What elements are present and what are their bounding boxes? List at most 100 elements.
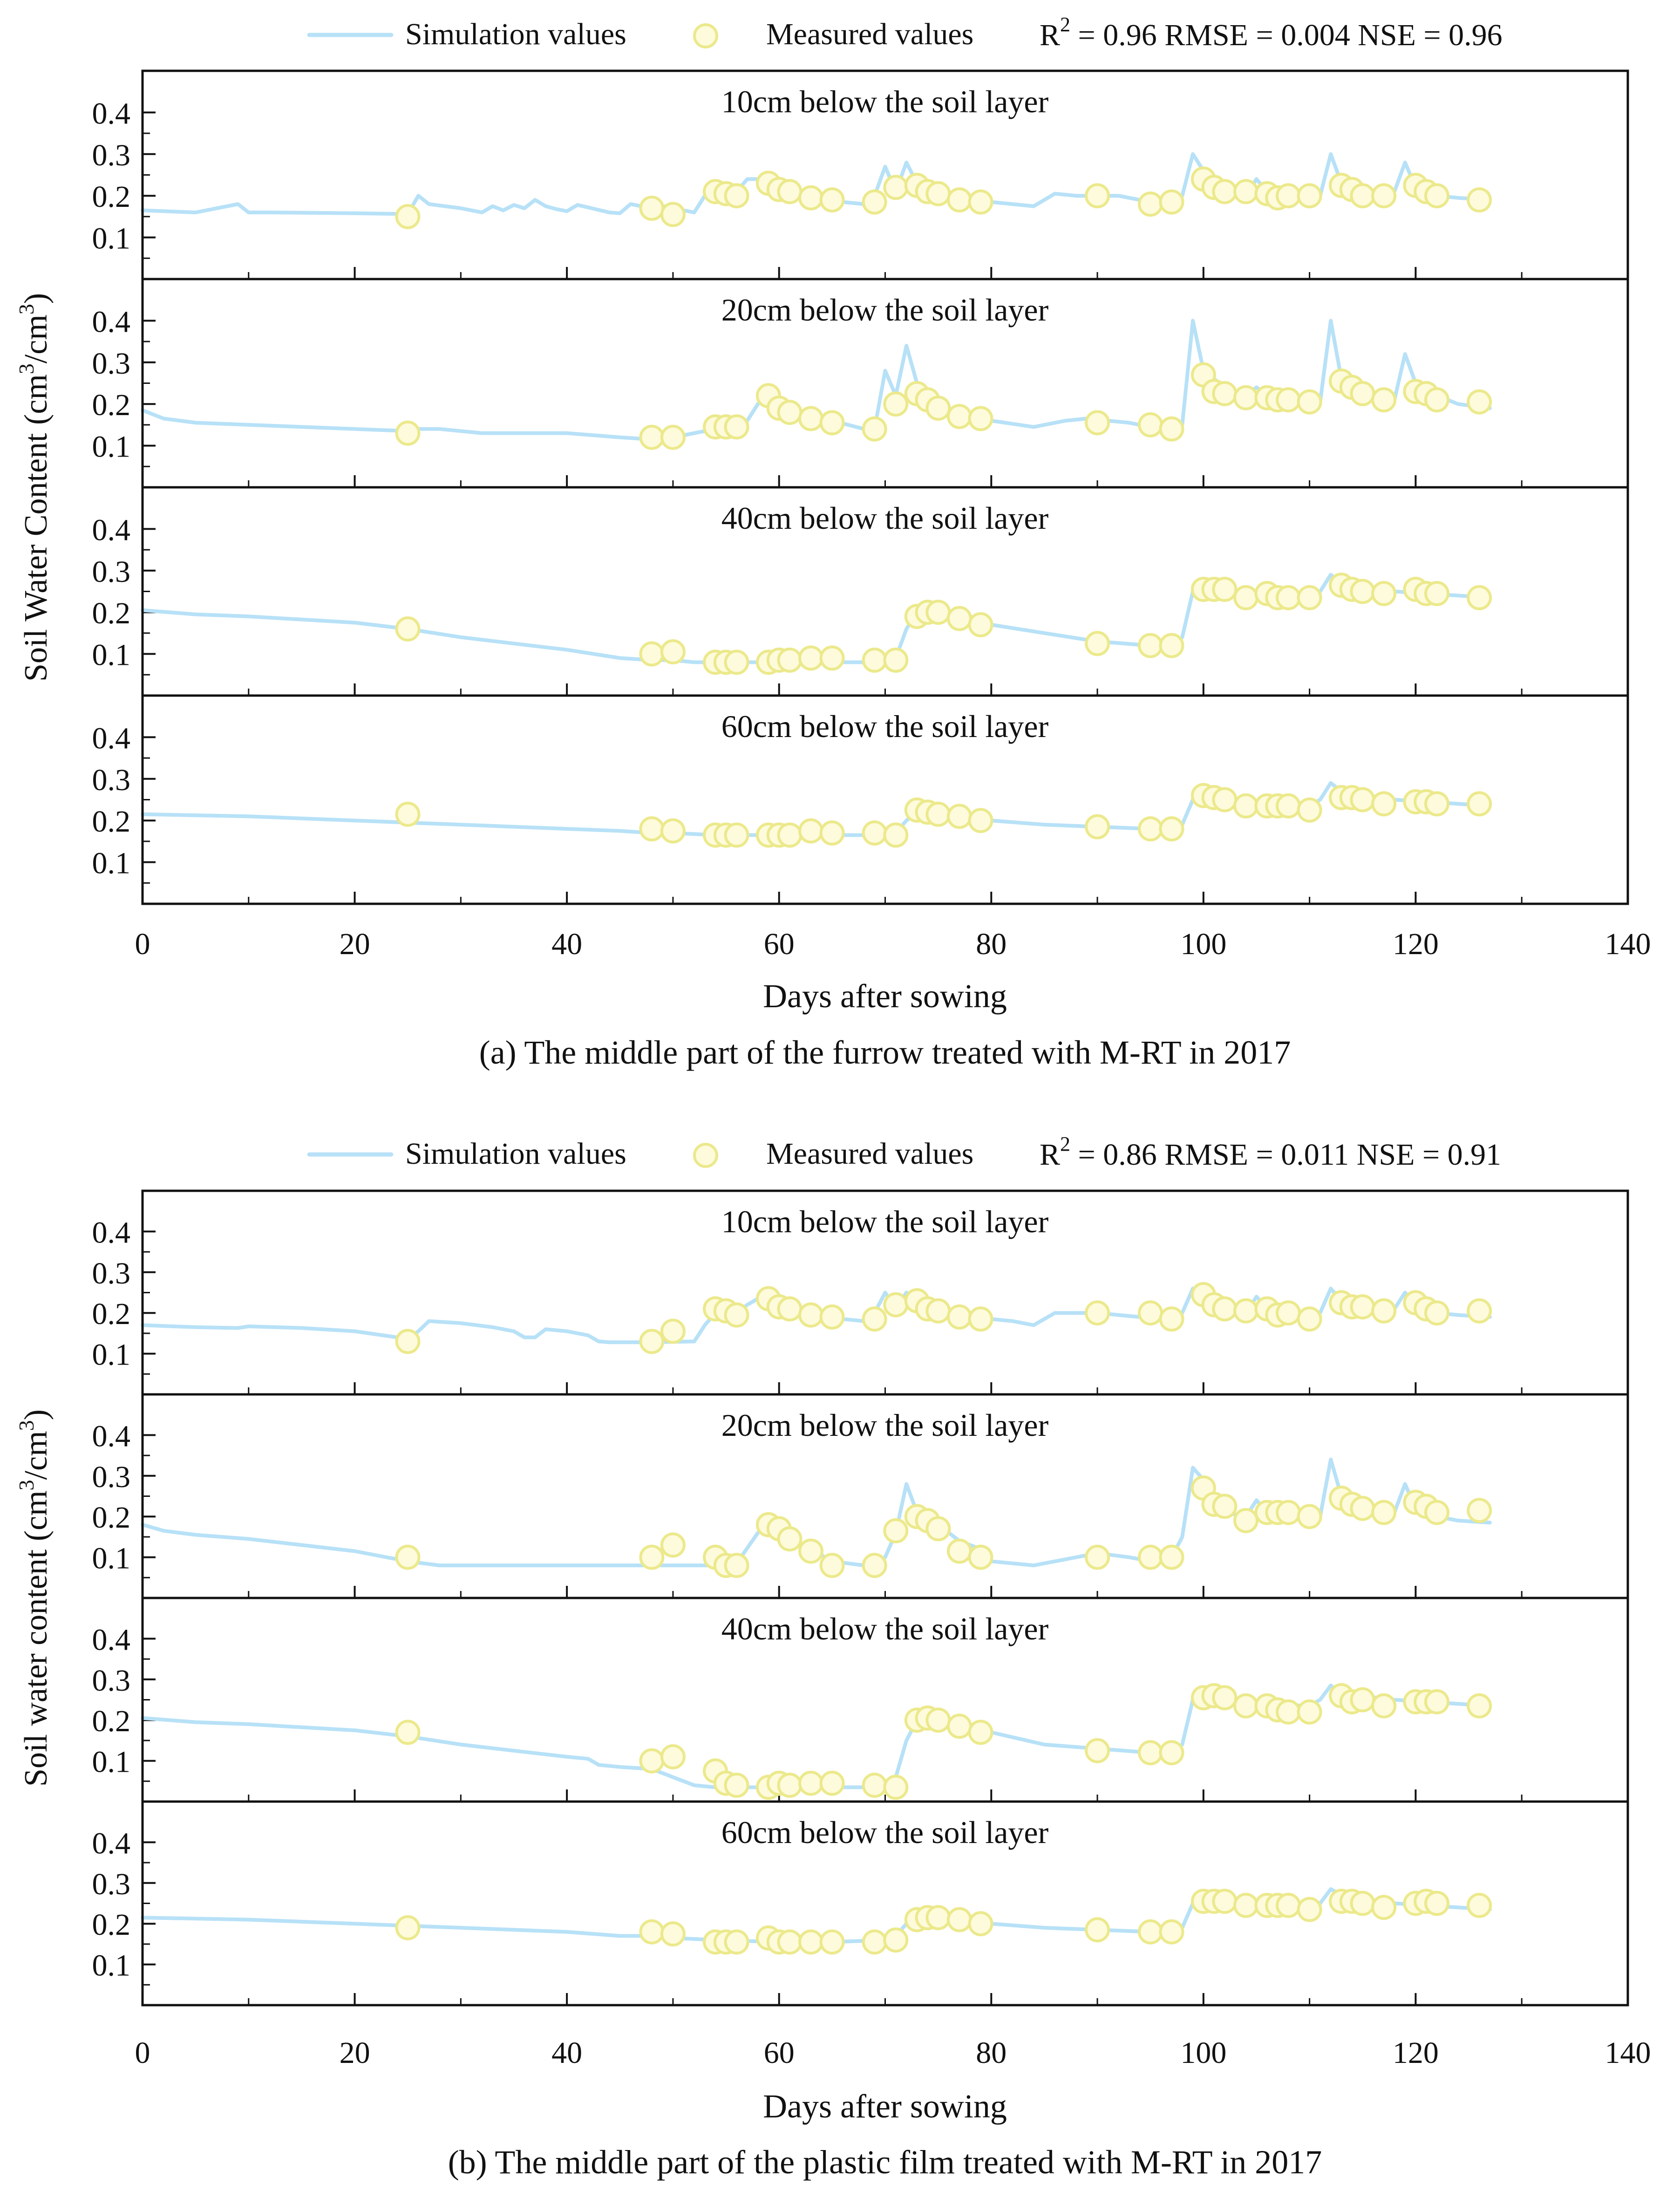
measured-point	[1297, 1504, 1322, 1529]
measured-point	[777, 1929, 802, 1955]
y-tick-label: 0.4	[92, 1215, 131, 1249]
measured-point	[639, 1748, 665, 1774]
measured-point	[819, 1304, 845, 1330]
y-tick-label: 0.3	[92, 1460, 131, 1494]
measured-point	[1350, 183, 1375, 209]
measured-point	[925, 801, 951, 827]
measured-point	[1350, 1687, 1375, 1713]
y-axis-label-mid: /cm	[18, 314, 54, 363]
measured-point	[1233, 179, 1258, 205]
chart-a: Simulation values Measured values R2 = 0.9…	[14, 13, 1651, 1071]
y-tick-label: 0.4	[92, 1623, 131, 1657]
measured-point	[1212, 1685, 1238, 1711]
panel-2: 0.1 0.2 0.3 0.4 20cm below the soil layer	[92, 1393, 1629, 1599]
y-tick-label: 0.3	[92, 1664, 131, 1698]
measured-point	[798, 1538, 823, 1564]
panel-title: 20cm below the soil layer	[721, 292, 1049, 328]
measured-point	[1233, 793, 1258, 819]
y-tick-label: 0.3	[92, 763, 131, 797]
measured-point	[1085, 183, 1110, 209]
chart-b: Simulation values Measured values R2 = 0.8…	[14, 1133, 1651, 2181]
measured-point	[660, 202, 686, 227]
measured-point	[1212, 1296, 1238, 1322]
measured-point	[819, 820, 845, 846]
y-tick-label: 0.3	[92, 1256, 131, 1290]
measured-point	[639, 1329, 665, 1354]
measured-point	[862, 189, 887, 215]
measured-point	[1371, 1895, 1397, 1920]
y-tick-label: 0.2	[92, 805, 131, 839]
measured-point	[968, 1720, 993, 1745]
y-axis-label-sup: 3	[14, 1480, 38, 1490]
measured-point	[1350, 1495, 1375, 1521]
measured-point	[1424, 1500, 1449, 1525]
measured-point	[777, 1773, 802, 1798]
measured-point	[1138, 1740, 1163, 1766]
y-tick-label: 0.1	[92, 638, 131, 672]
y-tick-label: 0.1	[92, 430, 131, 464]
measured-point	[1085, 631, 1110, 656]
legend-measured-marker	[693, 23, 718, 48]
x-tick-label: 120	[1393, 927, 1439, 961]
y-tick-label: 0.3	[92, 1867, 131, 1901]
y-tick-label: 0.3	[92, 555, 131, 589]
measured-point	[862, 1306, 887, 1332]
y-tick-label: 0.1	[92, 847, 131, 881]
measured-point	[1138, 1919, 1163, 1945]
y-tick-label: 0.1	[92, 222, 131, 256]
panel-title: 20cm below the soil layer	[721, 1407, 1049, 1443]
x-tick-label: 40	[551, 927, 582, 961]
y-tick-label: 0.1	[92, 1949, 131, 1983]
measured-point	[395, 1544, 421, 1570]
measured-point	[660, 1744, 686, 1769]
measured-point	[1276, 1892, 1301, 1918]
panel-3: 0.1 0.2 0.3 0.4 40cm below the soil layer	[92, 486, 1629, 697]
measured-point	[883, 648, 909, 673]
y-axis-label-end: )	[18, 1409, 54, 1420]
measured-point	[639, 816, 665, 842]
measured-point	[883, 1518, 909, 1543]
panel-frame	[141, 1800, 1629, 2007]
y-tick-label: 0.4	[92, 1419, 131, 1453]
measured-point	[968, 1306, 993, 1332]
measured-point	[1276, 387, 1301, 413]
y-axis-label: Soil water content (cm3/cm3)	[14, 1409, 54, 1787]
measured-point	[1159, 189, 1184, 215]
measured-point	[925, 1707, 951, 1733]
measured-point	[1424, 1891, 1449, 1916]
measured-point	[798, 1929, 823, 1955]
measured-point	[819, 645, 845, 671]
measured-point	[1350, 787, 1375, 812]
legend-simulation-label: Simulation values	[405, 1137, 626, 1171]
measured-point	[660, 1921, 686, 1947]
legend-stats-r: R	[1040, 1138, 1060, 1172]
measured-point	[1371, 1500, 1397, 1525]
y-axis-label: Soil Water Content (cm3/cm3)	[14, 293, 54, 682]
legend-simulation-label: Simulation values	[405, 17, 626, 51]
measured-point	[1297, 585, 1322, 610]
measured-point	[660, 818, 686, 844]
measured-point	[724, 1553, 749, 1578]
measured-point	[1276, 585, 1301, 610]
x-tick-label: 100	[1180, 2036, 1226, 2070]
measured-point	[925, 1905, 951, 1931]
measured-point	[862, 1553, 887, 1578]
measured-point	[724, 822, 749, 848]
measured-point	[1212, 577, 1238, 602]
panel-title: 40cm below the soil layer	[721, 500, 1049, 536]
measured-point	[1159, 816, 1184, 842]
measured-point	[1424, 183, 1449, 209]
measured-point	[777, 648, 802, 673]
legend: Simulation values Measured values R2 = 0.9…	[307, 13, 1503, 52]
measured-point	[1276, 183, 1301, 209]
measured-point	[925, 1516, 951, 1542]
measured-point	[395, 801, 421, 827]
legend-stats: R2 = 0.86 RMSE = 0.011 NSE = 0.91	[1040, 1133, 1501, 1172]
panel-4: 0.1 0.2 0.3 0.4 60cm below the soil layer	[92, 694, 1629, 905]
panel-title: 60cm below the soil layer	[721, 709, 1049, 744]
measured-point	[1276, 793, 1301, 819]
measured-point	[883, 391, 909, 417]
measured-point	[946, 1907, 972, 1932]
measured-point	[1233, 385, 1258, 410]
measured-point	[1233, 1298, 1258, 1324]
